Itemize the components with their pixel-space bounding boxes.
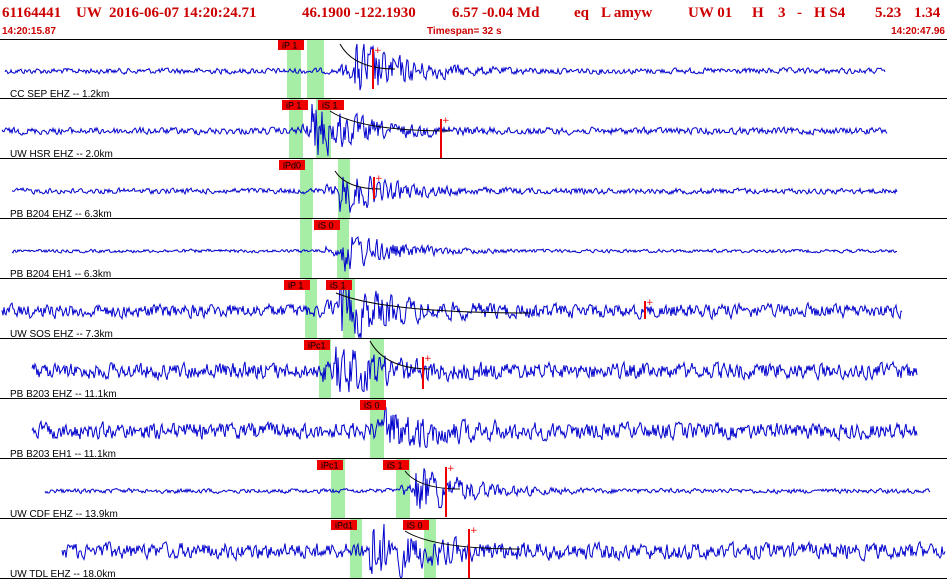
- station-label: PB B203 EH1 -- 11.1km: [10, 449, 116, 460]
- event-flags: L amyw: [601, 5, 653, 21]
- waveform-trace: [31, 346, 918, 393]
- waveform-trace: [44, 468, 931, 509]
- pick-window: [307, 39, 324, 99]
- pick-window: [289, 99, 303, 159]
- depth-magnitude: 6.57 -0.04 Md: [452, 5, 540, 21]
- pick-flag[interactable]: [314, 220, 340, 230]
- timespan-label: Timespan= 32 s: [427, 26, 502, 37]
- dash: -: [797, 5, 802, 21]
- pick-window: [300, 219, 312, 279]
- pick-window: [331, 459, 345, 519]
- pick-flag[interactable]: [326, 280, 352, 290]
- pick-label[interactable]: iPd0: [283, 161, 301, 171]
- trace-panel[interactable]: + iP 1 iS 1 UW SOS EHZ -- 7.3km: [0, 279, 947, 340]
- pick-window: [300, 159, 313, 219]
- pick-label[interactable]: iS 0: [364, 401, 380, 411]
- plus-marker: +: [447, 464, 455, 474]
- station-label: UW CDF EHZ -- 13.9km: [10, 509, 118, 520]
- station-label: PB B204 EH1 -- 6.3km: [10, 269, 111, 280]
- count: 3: [778, 5, 786, 21]
- waveform-trace: [4, 43, 886, 91]
- pick-window: [305, 279, 317, 339]
- pick-label[interactable]: iPc1: [321, 461, 339, 471]
- trace-panel[interactable]: + iPd1 iS 0 UW TDL EHZ -- 18.0km: [0, 519, 947, 580]
- station-label: CC SEP EHZ -- 1.2km: [10, 89, 109, 100]
- event-id: 61164441: [2, 5, 62, 21]
- plus-marker: +: [646, 298, 654, 308]
- station-label: PB B203 EHZ -- 11.1km: [10, 389, 117, 400]
- pick-label[interactable]: iPc1: [308, 341, 326, 351]
- station-label: UW SOS EHZ -- 7.3km: [10, 329, 113, 340]
- pick-label[interactable]: iP 1: [286, 101, 301, 111]
- pick-flag[interactable]: [278, 40, 304, 50]
- plus-marker: +: [442, 116, 450, 126]
- timespan-start: 14:20:15.87: [2, 26, 56, 37]
- coda-curve: [404, 530, 521, 550]
- pick-label[interactable]: iS 1: [387, 461, 403, 471]
- timespan-end: 14:20:47.96: [891, 26, 945, 37]
- pick-label[interactable]: iPd1: [335, 521, 353, 531]
- station-label: UW TDL EHZ -- 18.0km: [10, 569, 116, 580]
- network: UW: [76, 5, 102, 21]
- coda-curve: [339, 43, 396, 70]
- waveform-trace: [11, 236, 898, 272]
- waveform-trace: [31, 406, 918, 449]
- waveform-trace: [61, 523, 946, 579]
- seismogram-plot[interactable]: + iP 1 CC SEP EHZ -- 1.2km + iP 1 iS 1 UW HSR …: [0, 39, 947, 580]
- plus-marker: +: [470, 526, 478, 536]
- pick-window: [350, 519, 362, 579]
- plus-marker: +: [375, 174, 383, 184]
- trace-panel[interactable]: + iPd0 PB B204 EHZ -- 6.3km: [0, 159, 947, 220]
- pick-flag[interactable]: [304, 340, 330, 350]
- trace-panel[interactable]: + iPc1 iS 1 UW CDF EHZ -- 13.9km: [0, 459, 947, 520]
- origin-time: 2016-06-07 14:20:24.71: [109, 5, 257, 21]
- pick-label[interactable]: iS 1: [330, 281, 346, 291]
- event-header: 61164441 UW 2016-06-07 14:20:24.71 46.19…: [0, 0, 947, 26]
- waveform-trace: [1, 283, 903, 340]
- coda-curve: [404, 470, 461, 490]
- pick-label[interactable]: iS 1: [322, 101, 338, 111]
- plus-marker: +: [424, 354, 432, 364]
- pick-label[interactable]: iP 1: [282, 41, 297, 51]
- pick-label[interactable]: iS 0: [407, 521, 423, 531]
- hs-label: H S4: [814, 5, 846, 21]
- pick-flag[interactable]: [360, 400, 386, 410]
- pick-flag[interactable]: [318, 100, 344, 110]
- pick-flag[interactable]: [282, 100, 308, 110]
- pick-flag[interactable]: [317, 460, 343, 470]
- pick-window: [424, 519, 436, 579]
- station-label: UW HSR EHZ -- 2.0km: [10, 149, 113, 160]
- plus-marker: +: [374, 46, 382, 56]
- pick-flag[interactable]: [284, 280, 310, 290]
- trace-panel[interactable]: iS 0 PB B203 EH1 -- 11.1km: [0, 399, 947, 460]
- quality: H: [752, 5, 764, 21]
- trace-panel[interactable]: + iPc1 PB B203 EHZ -- 11.1km: [0, 339, 947, 400]
- event-type: eq: [574, 5, 589, 21]
- pick-flag[interactable]: [383, 460, 409, 470]
- pick-label[interactable]: iS 0: [318, 221, 334, 231]
- coda-curve: [335, 292, 531, 314]
- station-label: PB B204 EHZ -- 6.3km: [10, 209, 112, 220]
- trace-panel[interactable]: iS 0 PB B204 EH1 -- 6.3km: [0, 219, 947, 280]
- trace-panel[interactable]: + iP 1 CC SEP EHZ -- 1.2km: [0, 39, 947, 100]
- pick-label[interactable]: iP 1: [288, 281, 303, 291]
- extra-2: 1.34: [914, 5, 941, 21]
- pick-window: [370, 399, 384, 459]
- extra-1: 5.23: [875, 5, 902, 21]
- waveform-trace: [11, 175, 898, 213]
- waveform-trace: [1, 103, 888, 156]
- pick-flag[interactable]: [331, 520, 357, 530]
- coda-curve: [329, 110, 451, 132]
- trace-panel[interactable]: + iP 1 iS 1 UW HSR EHZ -- 2.0km: [0, 99, 947, 160]
- pick-window: [287, 39, 301, 99]
- pick-window: [319, 339, 331, 399]
- solution: UW 01: [688, 5, 733, 21]
- coda-curve: [369, 340, 431, 370]
- pick-flag[interactable]: [403, 520, 429, 530]
- pick-flag[interactable]: [279, 160, 305, 170]
- lat-lon: 46.1900 -122.1930: [302, 5, 416, 21]
